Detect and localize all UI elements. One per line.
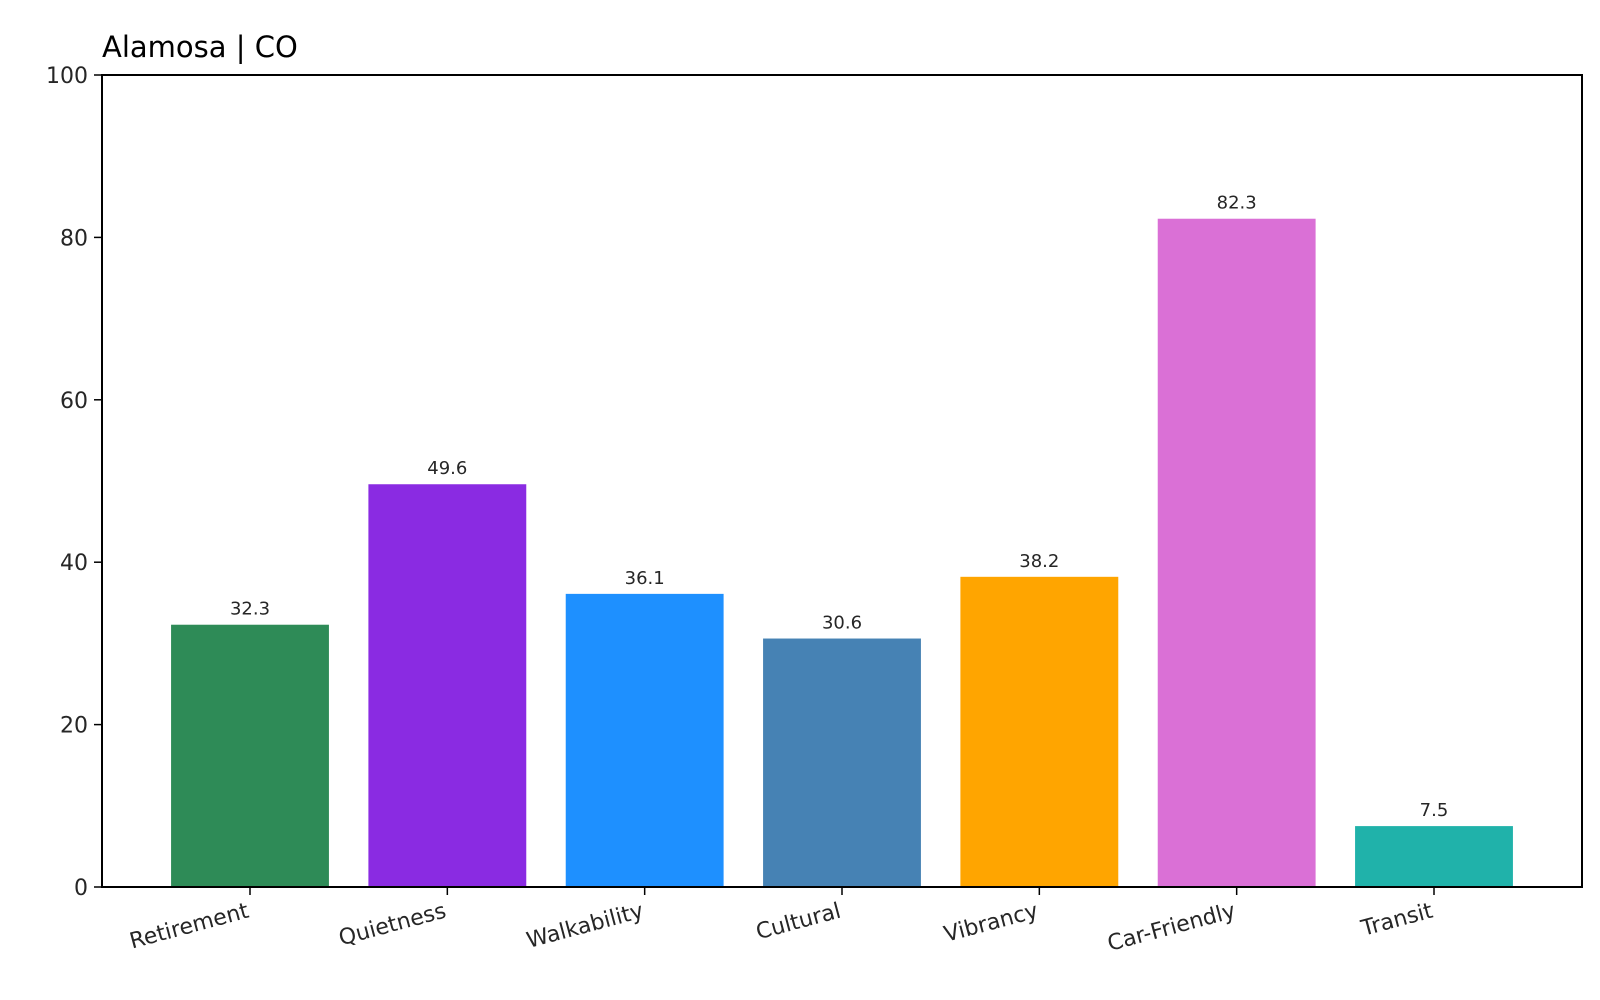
x-tick-label-retirement: Retirement: [127, 899, 252, 955]
y-tick-label: 80: [60, 226, 88, 251]
bar-cultural: [763, 638, 921, 887]
y-tick-label: 0: [74, 876, 88, 901]
bar-retirement: [171, 624, 329, 887]
x-tick-label-car-friendly: Car-Friendly: [1105, 899, 1238, 957]
data-label-retirement: 32.3: [230, 599, 270, 620]
chart-title: Alamosa | CO: [102, 30, 298, 64]
y-tick-label: 40: [60, 551, 88, 576]
y-tick-label: 60: [60, 389, 88, 414]
data-label-transit: 7.5: [1420, 800, 1449, 821]
data-label-walkability: 36.1: [625, 568, 665, 589]
x-tick-label-walkability: Walkability: [524, 899, 646, 954]
data-label-vibrancy: 38.2: [1019, 551, 1059, 572]
data-label-cultural: 30.6: [822, 613, 862, 634]
x-tick-label-quietness: Quietness: [336, 899, 449, 952]
x-tick-label-transit: Transit: [1358, 899, 1436, 942]
bar-vibrancy: [960, 576, 1119, 887]
data-label-car-friendly: 82.3: [1217, 193, 1257, 214]
y-tick-label: 20: [60, 714, 88, 739]
bar-walkability: [565, 593, 724, 887]
bars-layer: 32.3 49.6 36.1 30.6 38.2 82.3 7.5: [171, 193, 1513, 887]
x-tick-label-vibrancy: Vibrancy: [941, 899, 1040, 948]
y-tick-label: 100: [46, 64, 88, 89]
bar-transit: [1355, 826, 1513, 887]
bar-car-friendly: [1157, 218, 1316, 887]
bar-quietness: [368, 484, 527, 887]
x-tick-label-cultural: Cultural: [753, 899, 843, 946]
data-label-quietness: 49.6: [427, 458, 467, 479]
